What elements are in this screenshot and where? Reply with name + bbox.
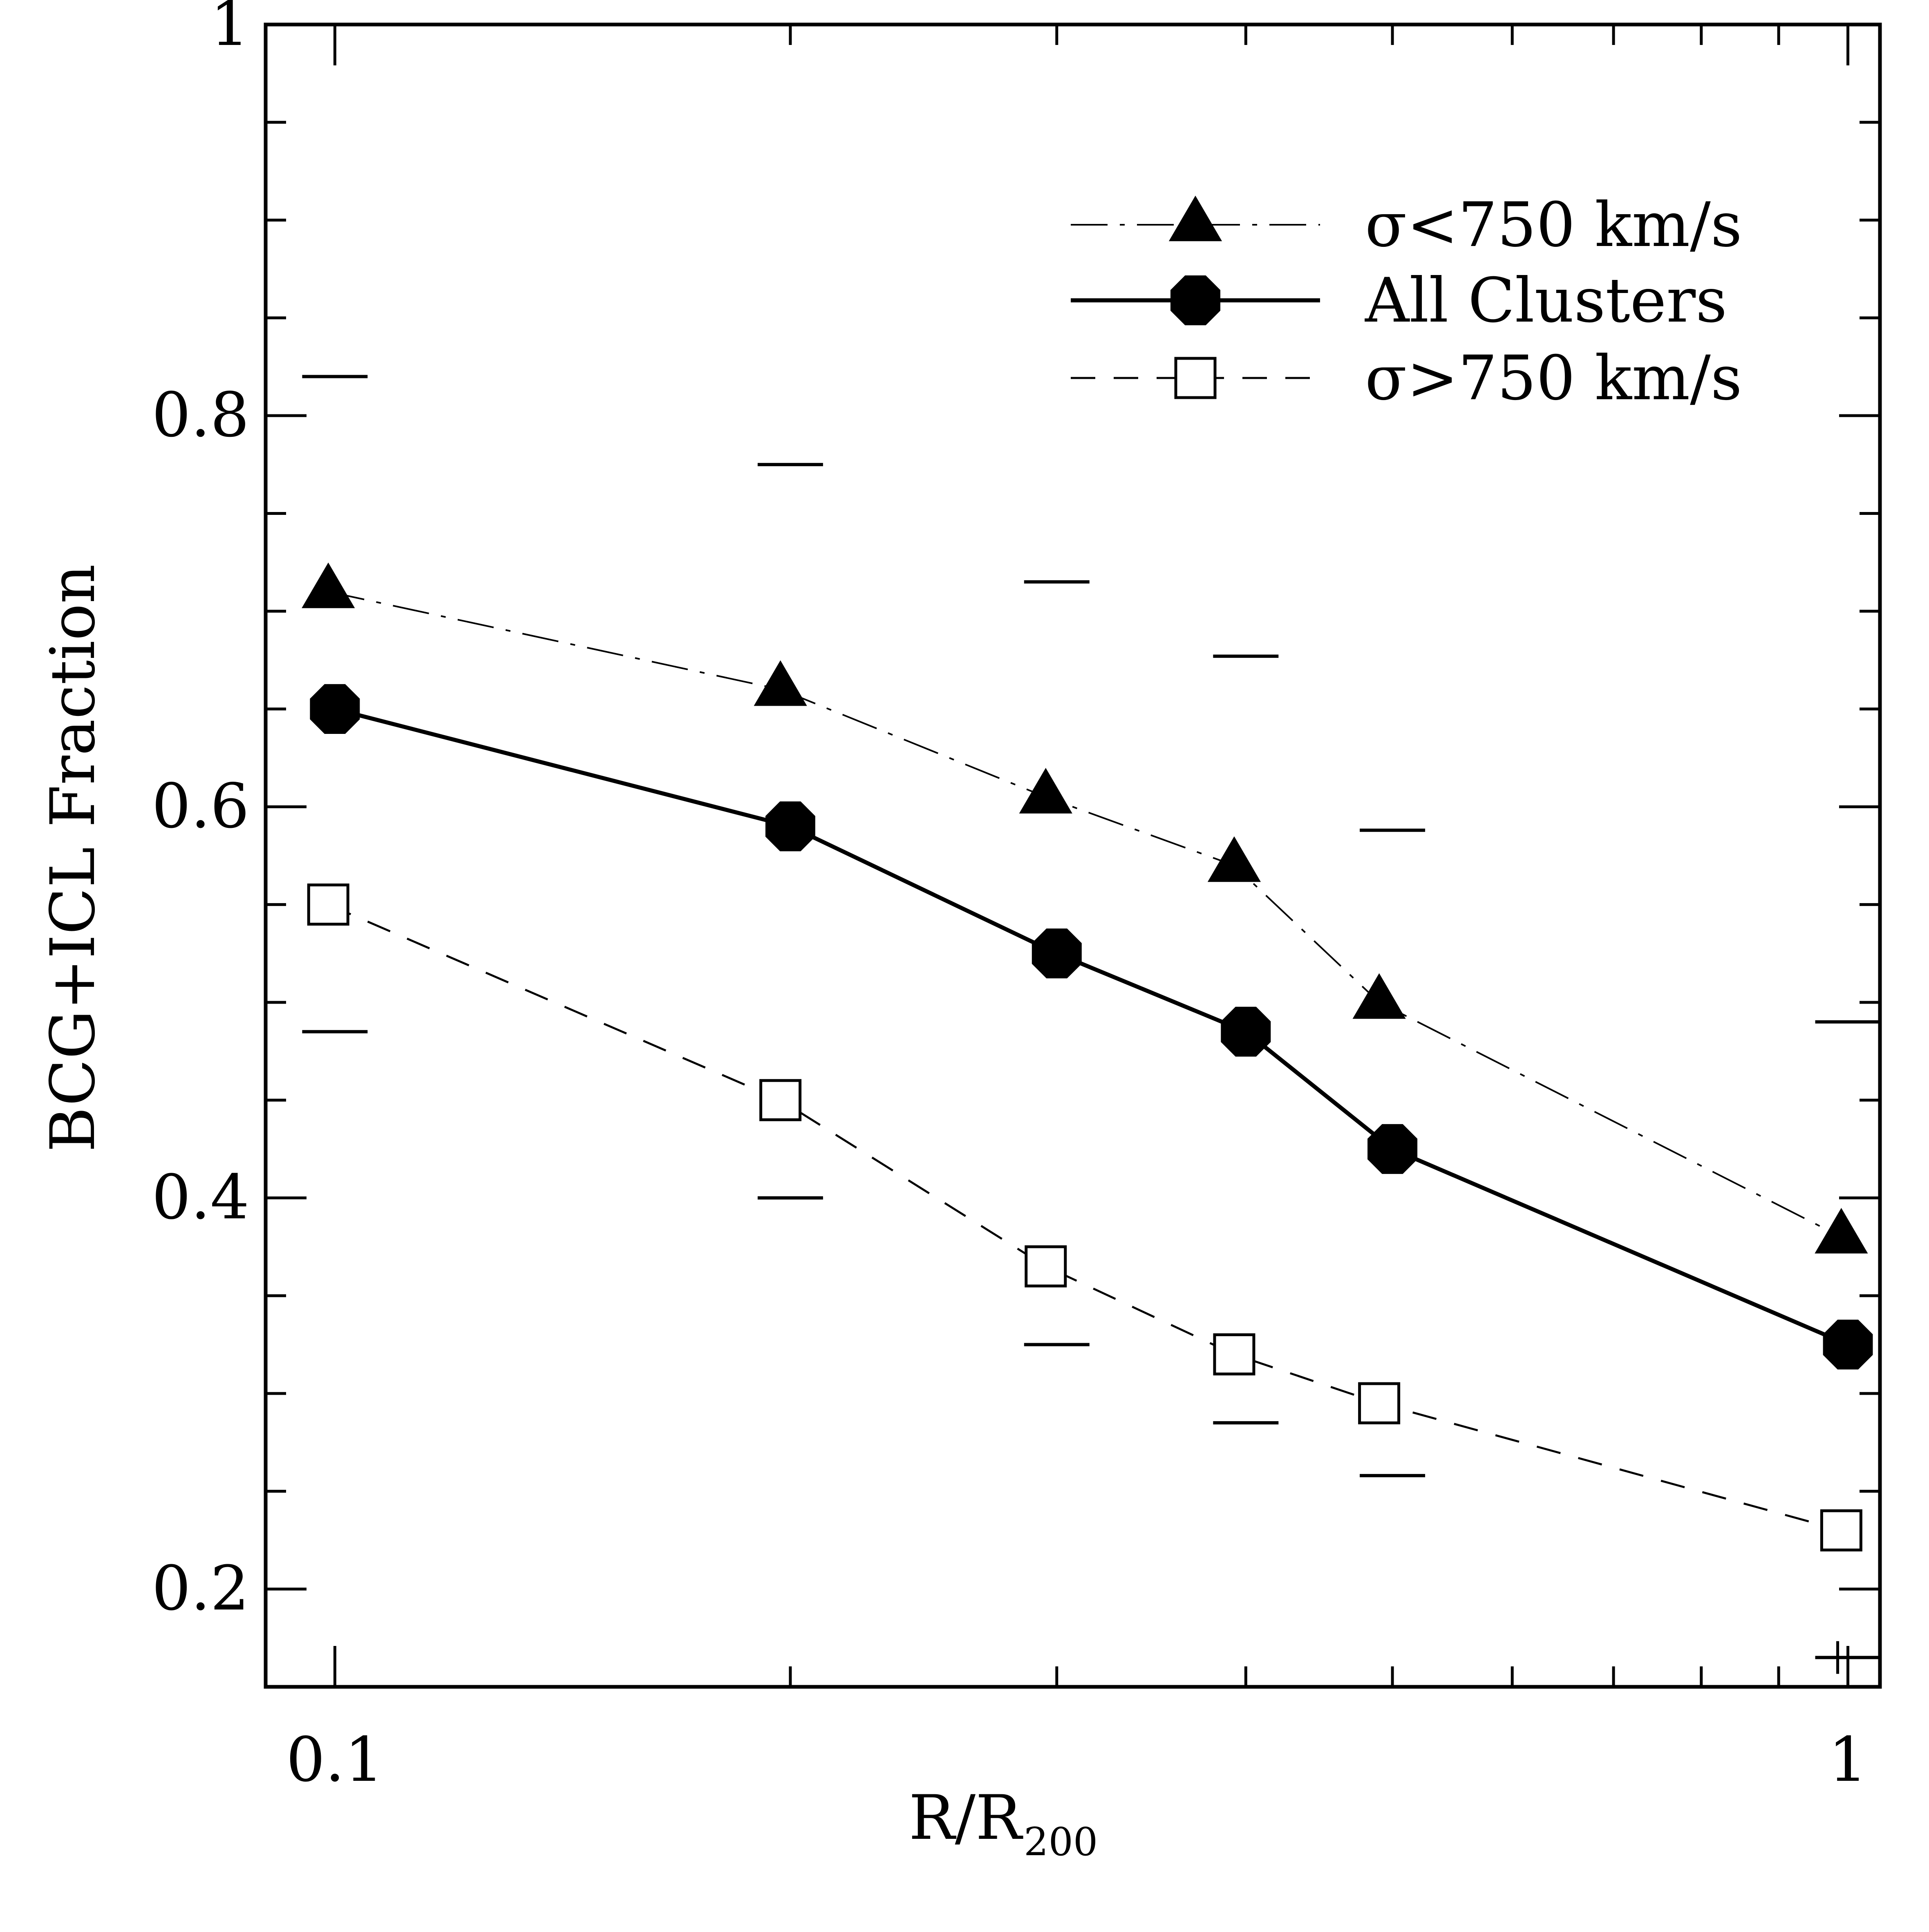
y-axis-label: BCG+ICL Fraction xyxy=(38,564,109,1152)
y-tick-label: 1 xyxy=(210,0,249,60)
series-line-sigma-lt-750 xyxy=(328,590,1842,1238)
data-point-sigma-gt-750 xyxy=(1358,1382,1401,1424)
legend-label-sigma-lt-750: σ<750 km/s xyxy=(1365,190,1742,261)
series-line-all-clusters xyxy=(334,707,1849,1347)
data-point-all-clusters xyxy=(1823,1319,1873,1370)
series-line-sigma-gt-750 xyxy=(328,903,1842,1532)
legend-marker-all-clusters xyxy=(1170,275,1220,325)
x-axis-label: R/R xyxy=(909,1782,1023,1854)
x-tick-label: 1 xyxy=(1828,1724,1867,1796)
series-lines xyxy=(328,590,1849,1532)
x-tick-label: 0.1 xyxy=(286,1724,384,1796)
data-point-all-clusters xyxy=(1221,1006,1271,1057)
data-point-sigma-lt-750 xyxy=(1207,836,1261,882)
error-caps xyxy=(302,375,1881,1674)
series-markers xyxy=(302,562,1873,1552)
data-point-all-clusters xyxy=(765,801,815,852)
x-axis-label-subscript: 200 xyxy=(1024,1820,1098,1865)
data-point-sigma-gt-750 xyxy=(759,1079,802,1121)
legend-marker-sigma-gt-750 xyxy=(1174,357,1217,399)
legend-label-all-clusters: All Clusters xyxy=(1365,265,1727,336)
data-point-sigma-gt-750 xyxy=(307,883,349,926)
data-point-sigma-lt-750 xyxy=(754,660,807,706)
data-point-sigma-gt-750 xyxy=(1820,1509,1862,1552)
data-point-sigma-lt-750 xyxy=(1815,1208,1868,1254)
data-point-all-clusters xyxy=(1367,1124,1418,1174)
y-tick-label: 0.2 xyxy=(152,1553,249,1624)
data-point-sigma-gt-750 xyxy=(1213,1333,1255,1375)
y-tick-label: 0.4 xyxy=(152,1162,249,1233)
data-point-all-clusters xyxy=(310,684,360,734)
data-point-sigma-lt-750 xyxy=(302,562,355,608)
data-point-all-clusters xyxy=(1032,928,1082,979)
y-tick-label: 0.6 xyxy=(152,771,249,842)
axis-tick-labels: 0.2 0.4 0.6 0.8 1 0.1 1 xyxy=(152,0,1867,1796)
data-point-sigma-gt-750 xyxy=(1025,1245,1067,1288)
legend-marker-sigma-lt-750 xyxy=(1168,195,1222,242)
y-tick-label: 0.8 xyxy=(152,380,249,451)
legend-label-sigma-gt-750: σ>750 km/s xyxy=(1365,343,1742,414)
data-point-sigma-lt-750 xyxy=(1019,768,1072,814)
axis-ticks xyxy=(264,23,1880,1687)
data-point-sigma-lt-750 xyxy=(1352,973,1406,1019)
plot-frame xyxy=(264,22,1882,1689)
